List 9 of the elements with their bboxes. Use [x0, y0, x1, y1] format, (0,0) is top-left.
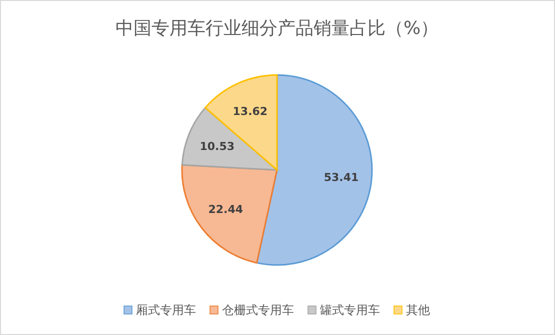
legend-label: 仓栅式专用车 [222, 303, 294, 317]
data-label: 13.62 [232, 105, 268, 118]
legend-label: 其他 [406, 303, 430, 317]
chart-title: 中国专用车行业细分产品销量占比（%） [115, 18, 439, 39]
data-label: 22.44 [208, 203, 244, 216]
data-label: 10.53 [200, 140, 235, 153]
legend-label: 罐式专用车 [320, 303, 380, 317]
data-label: 53.41 [324, 170, 359, 184]
legend-label: 厢式专用车 [136, 303, 196, 317]
